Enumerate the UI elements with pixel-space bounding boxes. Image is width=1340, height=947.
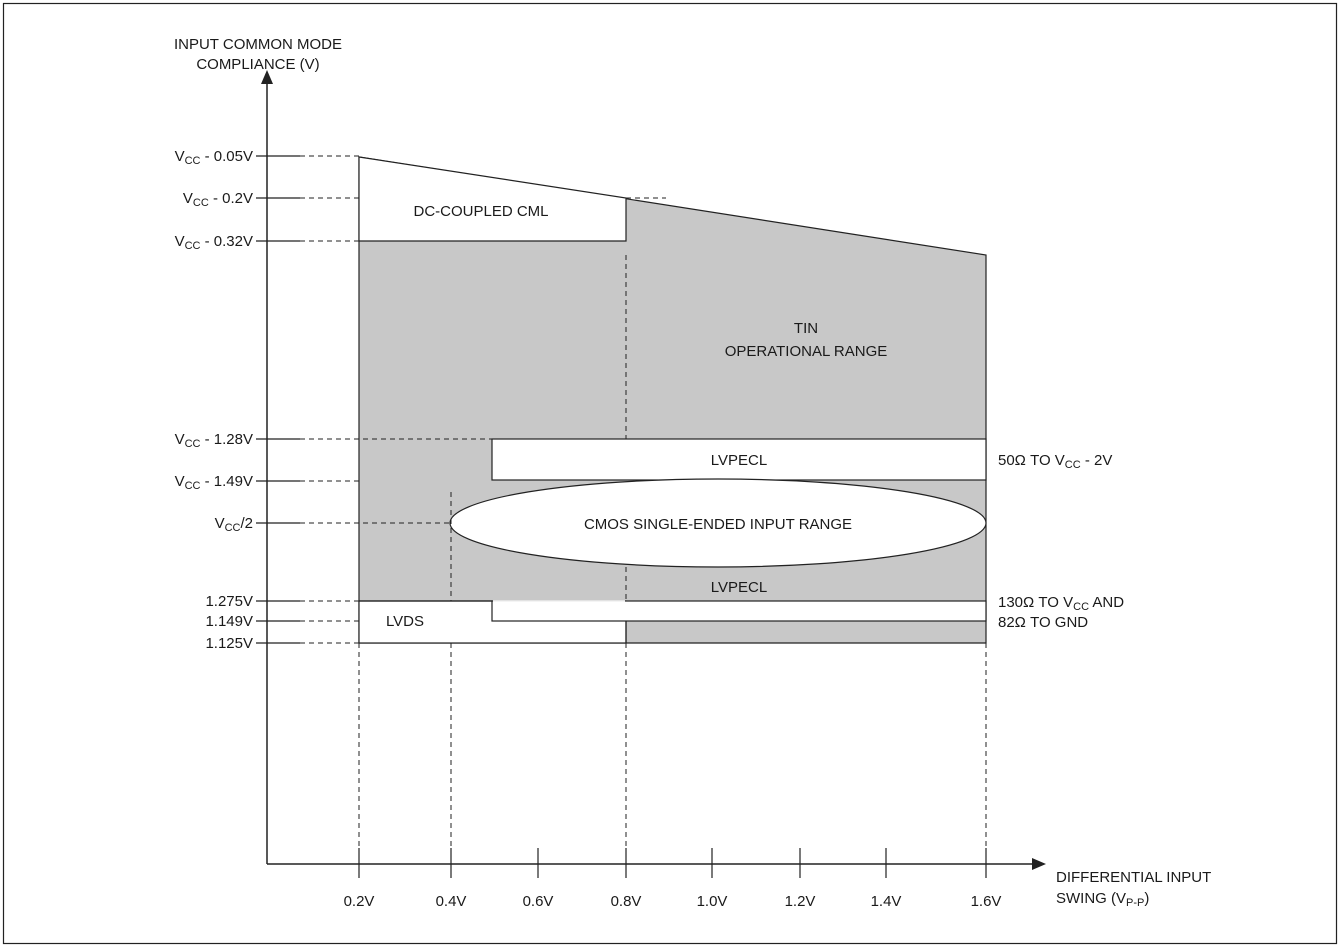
- lvpecl-top-label: LVPECL: [711, 452, 767, 469]
- y-level-label: 1.275V: [205, 593, 253, 610]
- y-level-label: VCC - 0.2V: [183, 190, 253, 209]
- tin-label-line2: OPERATIONAL RANGE: [725, 343, 888, 360]
- lvpecl-bottom-region: [491, 600, 987, 622]
- x-tick-label: 0.6V: [523, 893, 554, 910]
- lvpecl-bottom-termination-note-1: 130Ω TO VCC AND: [998, 594, 1124, 613]
- x-axis-title-line2: SWING (VP-P): [1056, 890, 1149, 909]
- y-level-label: VCC - 0.05V: [175, 148, 253, 167]
- x-tick-label: 1.0V: [697, 893, 728, 910]
- x-tick-group: 0.2V 0.4V 0.6V 0.8V 1.0V 1.2V 1.4V 1.6V: [344, 848, 1002, 910]
- x-tick-label: 1.2V: [785, 893, 816, 910]
- x-tick-label: 0.4V: [436, 893, 467, 910]
- lvpecl-bottom-label: LVPECL: [711, 579, 767, 596]
- y-axis-title-line2: COMPLIANCE (V): [196, 56, 319, 73]
- cmos-label: CMOS SINGLE-ENDED INPUT RANGE: [584, 516, 852, 533]
- y-level-label: VCC - 0.32V: [175, 233, 253, 252]
- cml-region: [358, 156, 627, 242]
- lvpecl-top-region: [491, 438, 987, 481]
- cmos-region: [449, 478, 987, 568]
- lvpecl-top-termination-note: 50Ω TO VCC - 2V: [998, 452, 1112, 471]
- x-tick-label: 1.4V: [871, 893, 902, 910]
- x-tick-label: 1.6V: [971, 893, 1002, 910]
- cml-label: DC-COUPLED CML: [413, 203, 548, 220]
- x-drop-lines: [358, 643, 987, 848]
- y-level-label: VCC - 1.49V: [175, 473, 253, 492]
- y-level-label: 1.149V: [205, 613, 253, 630]
- y-level-label: 1.125V: [205, 635, 253, 652]
- x-axis-arrow: [1032, 858, 1046, 870]
- lvpecl-bottom-termination-note-2: 82Ω TO GND: [998, 614, 1088, 631]
- y-axis-arrow: [261, 70, 273, 84]
- x-tick-label: 0.8V: [611, 893, 642, 910]
- lvds-label: LVDS: [386, 613, 424, 630]
- y-level-label: VCC/2: [215, 515, 253, 534]
- x-tick-label: 0.2V: [344, 893, 375, 910]
- y-level-label: VCC - 1.28V: [175, 431, 253, 450]
- x-axis-title-line1: DIFFERENTIAL INPUT: [1056, 869, 1211, 886]
- y-level-group: VCC - 0.05V VCC - 0.2V VCC - 0.32V VCC - 1.…: [175, 148, 492, 652]
- tin-label-line1: TIN: [794, 320, 818, 337]
- y-axis-title-line1: INPUT COMMON MODE: [174, 36, 342, 53]
